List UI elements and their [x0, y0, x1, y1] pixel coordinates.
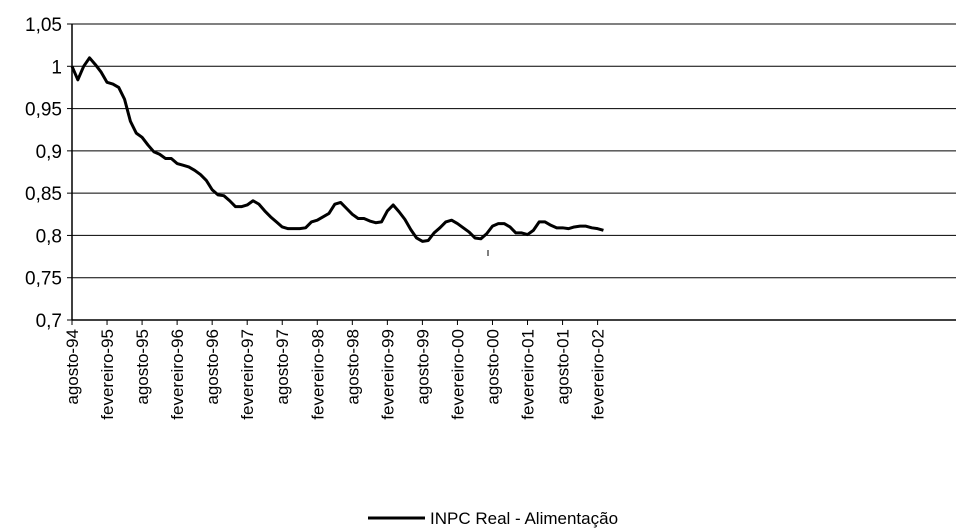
- y-tick-label: 0,9: [36, 142, 62, 163]
- legend: INPC Real - Alimentação: [368, 509, 618, 528]
- y-tick-label: 1,05: [25, 15, 62, 36]
- x-tick-label: fevereiro-01: [519, 329, 538, 420]
- series-line: [70, 56, 604, 243]
- y-tick-label: 0,75: [25, 269, 62, 290]
- y-tick-label: 0,85: [25, 184, 62, 205]
- gridlines: [72, 23, 956, 279]
- y-tick-label: 0,7: [36, 311, 62, 332]
- x-tick-label: agosto-97: [273, 329, 292, 405]
- x-tick-label: agosto-95: [133, 329, 152, 405]
- x-tick-label: fevereiro-95: [98, 329, 117, 420]
- x-tick-label: agosto-94: [63, 329, 82, 405]
- y-tick-labels: 0,7 0,75 0,8 0,85 0,9 0,95 1 1,05: [25, 15, 62, 332]
- x-tick-label: fevereiro-99: [378, 329, 397, 420]
- x-tick-label: fevereiro-00: [448, 329, 467, 420]
- x-tick-labels: agosto-94 fevereiro-95 agosto-95 fevereiro-…: [63, 329, 608, 420]
- y-tick-label: 0,8: [36, 226, 62, 247]
- y-tick-label: 0,95: [25, 100, 62, 121]
- x-tick-label: agosto-01: [554, 329, 573, 405]
- x-tick-label: agosto-99: [413, 329, 432, 405]
- x-tick-label: fevereiro-96: [168, 329, 187, 420]
- legend-label: INPC Real - Alimentação: [430, 509, 618, 528]
- axes: [67, 23, 956, 325]
- x-tick-label: agosto-00: [483, 329, 502, 405]
- y-tick-label: 1: [51, 57, 62, 78]
- x-tick-label: agosto-98: [343, 329, 362, 405]
- x-tick-label: fevereiro-98: [308, 329, 327, 420]
- x-tick-label: agosto-96: [203, 329, 222, 405]
- x-tick-label: fevereiro-97: [238, 329, 257, 420]
- x-tick-label: fevereiro-02: [589, 329, 608, 420]
- series-lines: [70, 56, 604, 243]
